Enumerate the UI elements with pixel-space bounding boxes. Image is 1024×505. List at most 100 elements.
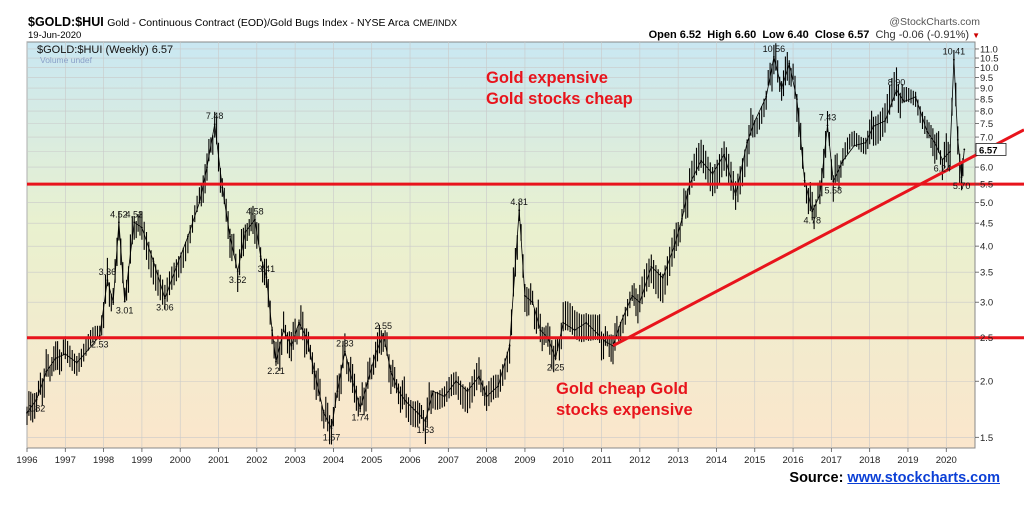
price-point	[650, 265, 653, 268]
y-tick-label: 2.5	[980, 333, 993, 344]
x-tick-label: 2014	[706, 455, 727, 466]
price-point	[432, 390, 434, 393]
price-label: 2.21	[267, 366, 285, 376]
price-point	[941, 158, 944, 161]
x-tick-label: 2012	[629, 455, 650, 466]
price-point	[872, 125, 875, 128]
ohlc-readout: Open 6.52 High 6.60 Low 6.40 Close 6.57 …	[649, 29, 980, 41]
price-label: 3.41	[258, 264, 276, 274]
x-tick-label: 1996	[16, 455, 37, 466]
price-label: 4.78	[803, 215, 821, 225]
price-point	[524, 294, 526, 297]
price-point	[963, 148, 966, 151]
x-tick-label: 2019	[897, 455, 918, 466]
x-tick-label: 2003	[285, 455, 306, 466]
price-point	[455, 380, 457, 383]
price-point	[75, 361, 78, 364]
last-value-tag	[975, 143, 1007, 156]
price-point	[949, 150, 951, 153]
price-point	[773, 56, 775, 58]
price-point	[914, 96, 917, 98]
price-label: 7.43	[819, 112, 837, 122]
price-label: 2.53	[91, 339, 109, 349]
price-point	[416, 412, 419, 414]
price-point	[596, 333, 599, 335]
x-tick-label: 2015	[744, 455, 765, 466]
price-point	[45, 370, 48, 373]
price-point	[175, 265, 178, 268]
y-tick-label: 6.0	[980, 163, 993, 174]
y-tick-label: 7.5	[980, 119, 993, 130]
y-tick-label: 3.0	[980, 298, 993, 309]
price-point	[933, 141, 936, 144]
x-tick-label: 2008	[476, 455, 497, 466]
x-tick-label: 2017	[821, 455, 842, 466]
price-point	[518, 209, 521, 212]
price-point	[405, 400, 408, 403]
price-point	[359, 407, 362, 410]
x-tick-label: 2001	[208, 455, 229, 466]
price-point	[221, 186, 224, 189]
price-label: 4.81	[510, 197, 528, 207]
series-legend: $GOLD:$HUI (Weekly) 6.57	[37, 44, 173, 56]
price-point	[956, 139, 959, 141]
price-point	[864, 141, 867, 144]
price-point	[803, 179, 806, 182]
price-point	[796, 98, 798, 101]
exchange: CME/INDX	[412, 18, 457, 28]
x-tick-label: 2007	[438, 455, 459, 466]
price-point	[118, 221, 120, 224]
price-label: 1.74	[351, 412, 369, 422]
price-point	[313, 370, 316, 373]
x-tick-label: 2010	[553, 455, 574, 466]
y-tick-label: 4.0	[980, 242, 993, 253]
y-tick-label: 5.0	[980, 198, 993, 209]
price-point	[229, 235, 231, 238]
price-label: 2.33	[336, 338, 354, 348]
price-point	[788, 62, 791, 65]
price-label: 8.90	[888, 77, 906, 87]
price-point	[236, 270, 239, 272]
price-point	[397, 390, 400, 393]
price-point	[271, 329, 273, 331]
price-point	[926, 130, 928, 133]
price-point	[895, 89, 898, 92]
price-point	[673, 245, 676, 248]
symbol: $GOLD:$HUI	[28, 15, 104, 29]
volume-legend: Volume undef	[40, 55, 93, 65]
price-point	[133, 221, 136, 224]
price-point	[811, 210, 814, 213]
price-point	[631, 294, 634, 297]
price-label: 5.70	[953, 181, 971, 191]
price-point	[254, 218, 256, 221]
price-point	[187, 235, 189, 238]
price-label: 1.63	[417, 425, 435, 435]
price-point	[344, 350, 346, 353]
price-label: 3.52	[229, 275, 247, 285]
price-point	[112, 301, 115, 304]
price-point	[330, 427, 333, 430]
price-label: 6.24	[934, 163, 952, 173]
price-point	[374, 353, 377, 355]
price-label: 10.56	[763, 44, 786, 54]
close-value: Close 6.57	[814, 29, 870, 41]
price-point	[390, 370, 392, 373]
open-value: Open 6.52	[648, 29, 702, 41]
price-point	[723, 153, 725, 156]
source-link[interactable]: www.stockcharts.com	[847, 470, 1000, 486]
price-point	[638, 301, 641, 304]
price-point	[585, 321, 588, 324]
price-point	[531, 301, 534, 304]
y-tick-label: 10.0	[980, 63, 999, 74]
price-point	[554, 357, 557, 360]
price-point	[336, 390, 339, 393]
price-point	[953, 58, 955, 61]
high-value: High 6.60	[707, 29, 757, 41]
last-value-label: 6.57	[979, 145, 998, 156]
change-value: Chg -0.06 (-0.91%)	[875, 29, 970, 41]
x-tick-label: 1998	[93, 455, 114, 466]
price-point	[367, 380, 369, 383]
price-label: 3.06	[156, 302, 174, 312]
price-label: 2.55	[374, 321, 392, 331]
